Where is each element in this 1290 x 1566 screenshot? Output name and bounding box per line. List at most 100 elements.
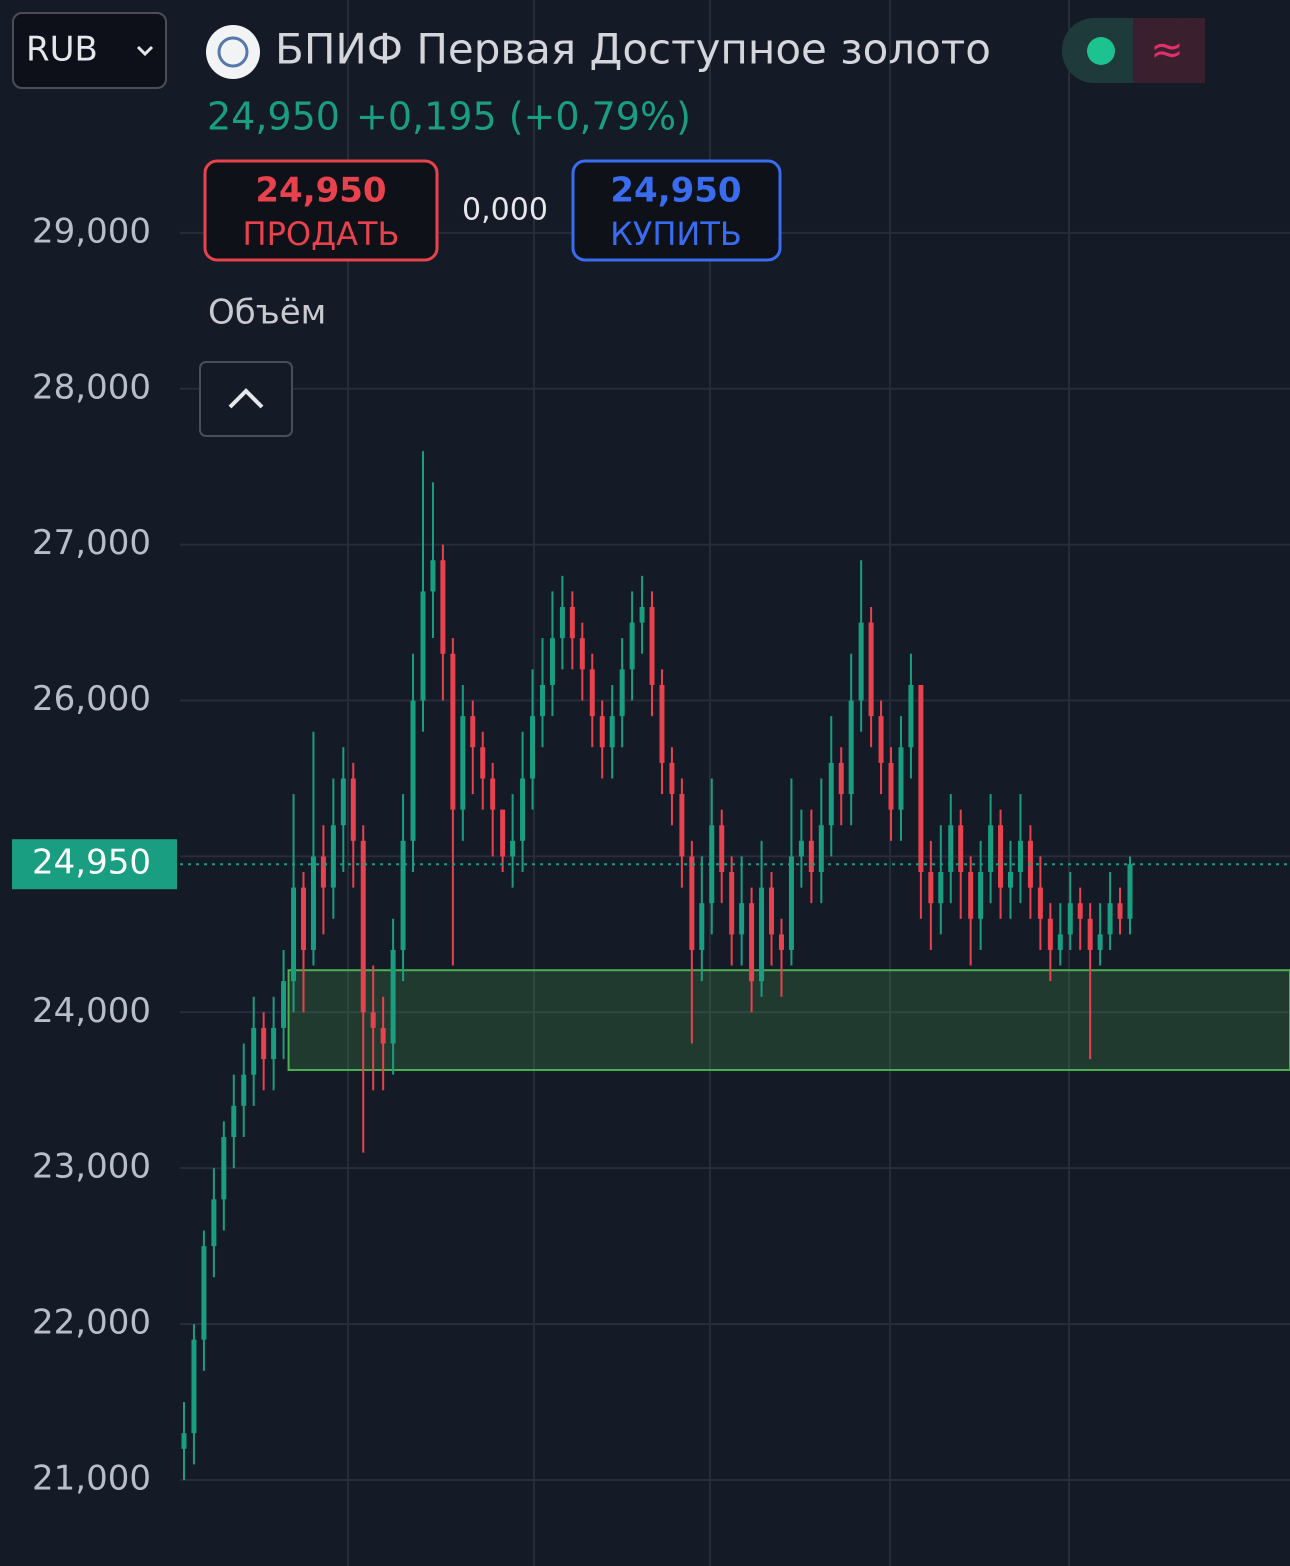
toggle-dot[interactable]	[1087, 37, 1115, 65]
y-tick-label: 27,000	[32, 523, 151, 563]
candle-body	[838, 762, 844, 795]
candle-body	[1017, 840, 1023, 873]
toggle[interactable]: ≈	[1062, 18, 1205, 83]
candle-body	[1067, 903, 1073, 935]
candle-body	[340, 778, 346, 826]
sell-box[interactable]	[203, 159, 439, 262]
last-price-label: 24,950	[32, 843, 151, 883]
candle-body	[998, 825, 1004, 888]
candle-body	[251, 1027, 257, 1075]
candle-body	[589, 669, 595, 717]
y-tick-label: 21,000	[32, 1458, 151, 1498]
toggle-icon[interactable]: ≈	[1150, 27, 1184, 73]
candle-body	[530, 716, 536, 779]
candle-body	[191, 1339, 197, 1434]
candle-body	[878, 716, 884, 763]
candle-body	[868, 622, 874, 717]
candle-body	[281, 981, 287, 1028]
candle-body	[330, 825, 336, 888]
candle-body	[938, 872, 944, 904]
candle-body	[958, 825, 964, 873]
candle-body	[679, 794, 685, 857]
candle-body	[579, 638, 585, 670]
candle-body	[1057, 934, 1063, 950]
candle-body	[261, 1027, 267, 1060]
candle-body	[201, 1246, 207, 1340]
buy-label[interactable]: КУПИТЬ	[610, 215, 742, 253]
candle-body	[749, 903, 755, 982]
currency-box[interactable]	[12, 12, 167, 89]
candle-body	[769, 887, 775, 935]
candle-body	[300, 887, 306, 950]
y-tick-label: 26,000	[32, 679, 151, 719]
y-tick-label: 24,000	[32, 991, 151, 1031]
buy-button[interactable]: 24,950 КУПИТЬ	[571, 159, 782, 262]
candle-body	[649, 607, 655, 685]
candle-body	[460, 716, 466, 810]
candle-body	[549, 638, 555, 685]
dropdown-arrow[interactable]	[136, 45, 154, 57]
volume-label: Объём	[208, 293, 326, 333]
candle-body	[928, 872, 934, 904]
spread: 0,000	[462, 193, 548, 228]
candle-body	[380, 1027, 386, 1044]
price: 24,950	[207, 95, 340, 139]
candle-body	[420, 591, 426, 701]
collapse-button[interactable]	[199, 361, 293, 437]
candle-body	[1047, 918, 1053, 950]
candle-body	[669, 762, 675, 795]
y-tick-label: 29,000	[32, 211, 151, 251]
y-tick-label: 28,000	[32, 367, 151, 407]
candle-body	[888, 762, 894, 810]
candle-body	[360, 840, 366, 1013]
candle-body	[410, 700, 416, 841]
buy-box[interactable]	[571, 159, 782, 262]
candle-body	[1087, 918, 1093, 950]
candle-body	[739, 903, 745, 935]
candle-body	[490, 778, 496, 810]
candle-body	[898, 747, 904, 810]
currency[interactable]: RUB	[26, 30, 98, 70]
candle-body	[510, 840, 516, 857]
y-tick-label: 22,000	[32, 1303, 151, 1343]
candle-body	[788, 856, 794, 950]
candle-body	[440, 560, 446, 654]
candle-body	[1037, 887, 1043, 919]
fund-icon-mark	[217, 36, 249, 68]
chevron[interactable]	[228, 388, 264, 409]
candle-body	[619, 669, 625, 717]
candle-body	[500, 809, 506, 857]
candle-body	[350, 778, 356, 841]
candle-body	[1127, 864, 1133, 919]
buy-price[interactable]: 24,950	[610, 171, 741, 211]
candle-body	[1077, 903, 1083, 919]
candle-body	[659, 684, 665, 763]
candle-body	[689, 856, 695, 950]
candle-body	[569, 607, 575, 639]
candle-body	[470, 716, 476, 748]
toggle-right-cap[interactable]	[1160, 18, 1205, 83]
candle-body	[1107, 903, 1113, 935]
candle-body	[400, 840, 406, 950]
candle-body	[808, 840, 814, 873]
y-tick-label: 23,000	[32, 1147, 151, 1187]
candle-body	[858, 622, 864, 701]
candle-body	[988, 825, 994, 873]
candle-body	[221, 1137, 227, 1200]
candle-body	[828, 762, 834, 826]
candle-body	[948, 825, 954, 873]
sell-button[interactable]: 24,950 ПРОДАТЬ	[203, 159, 439, 262]
candle-body	[559, 607, 565, 639]
currency-select[interactable]: RUB	[12, 12, 167, 89]
plot: 21,00022,00023,00024,00025,00026,00027,0…	[12, 211, 1290, 1498]
sell-label[interactable]: ПРОДАТЬ	[243, 215, 400, 253]
collapse-box[interactable]	[199, 361, 293, 437]
candle-body	[968, 872, 974, 919]
candle-body	[320, 856, 326, 888]
candle-body	[390, 949, 396, 1044]
sell-price[interactable]: 24,950	[255, 171, 386, 211]
candle-body	[918, 684, 924, 873]
price-change: +0,195 (+0,79%)	[356, 95, 691, 139]
